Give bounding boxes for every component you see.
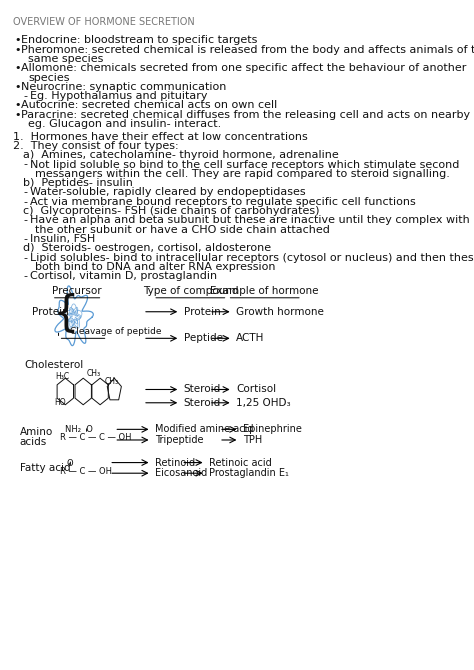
Text: Act via membrane bound receptors to regulate specific cell functions: Act via membrane bound receptors to regu… bbox=[30, 197, 416, 207]
Text: both bind to DNA and alter RNA expression: both bind to DNA and alter RNA expressio… bbox=[35, 262, 275, 272]
Text: Prostaglandin E₁: Prostaglandin E₁ bbox=[209, 468, 289, 478]
Text: same species: same species bbox=[28, 54, 103, 64]
Text: -: - bbox=[23, 253, 27, 263]
Text: H₃C: H₃C bbox=[55, 372, 69, 381]
Text: Autocrine: secreted chemical acts on own cell: Autocrine: secreted chemical acts on own… bbox=[21, 100, 278, 111]
Text: Precursor: Precursor bbox=[52, 287, 102, 297]
Text: R — C — C — OH: R — C — C — OH bbox=[60, 433, 131, 442]
Text: Retinoic acid: Retinoic acid bbox=[209, 458, 272, 468]
Text: •: • bbox=[14, 110, 20, 120]
Text: OVERVIEW OF HORMONE SECRETION: OVERVIEW OF HORMONE SECRETION bbox=[13, 17, 195, 27]
Text: Modified amine acid: Modified amine acid bbox=[155, 424, 254, 434]
Text: CH₃: CH₃ bbox=[87, 369, 100, 378]
Text: Water-soluble, rapidly cleared by endopeptidases: Water-soluble, rapidly cleared by endope… bbox=[30, 188, 305, 198]
Text: -: - bbox=[23, 234, 27, 244]
Text: Lipid solubles- bind to intracellular receptors (cytosol or nucleus) and then th: Lipid solubles- bind to intracellular re… bbox=[30, 253, 474, 263]
Text: •: • bbox=[14, 82, 20, 92]
Text: Peptide: Peptide bbox=[183, 333, 223, 343]
Text: Epinephrine: Epinephrine bbox=[243, 424, 301, 434]
Text: Growth hormone: Growth hormone bbox=[236, 307, 324, 317]
Text: 1,25 OHD₃: 1,25 OHD₃ bbox=[236, 398, 291, 408]
Text: acids: acids bbox=[20, 437, 47, 447]
Text: Cortisol, vitamin D, prostaglandin: Cortisol, vitamin D, prostaglandin bbox=[30, 271, 217, 281]
Text: R — C — OH: R — C — OH bbox=[60, 466, 111, 476]
Text: Retinoid: Retinoid bbox=[155, 458, 195, 468]
Text: eg. Glucagon and insulin- interact.: eg. Glucagon and insulin- interact. bbox=[28, 119, 221, 129]
Text: Eicosanoid: Eicosanoid bbox=[155, 468, 207, 478]
Text: messangers within the cell. They are rapid compared to steroid signalling.: messangers within the cell. They are rap… bbox=[35, 169, 450, 179]
Text: Protein: Protein bbox=[31, 307, 68, 317]
Text: Fatty acid: Fatty acid bbox=[20, 462, 70, 472]
Text: Have an alpha and beta subunit but these are inactive until they complex with: Have an alpha and beta subunit but these… bbox=[30, 215, 470, 225]
Text: -: - bbox=[23, 91, 27, 101]
Text: •: • bbox=[14, 35, 20, 45]
Text: species: species bbox=[28, 72, 70, 82]
Text: Not lipid soluble so bind to the cell surface receptors which stimulate second: Not lipid soluble so bind to the cell su… bbox=[30, 159, 459, 170]
Text: Endocrine: bloodstream to specific targets: Endocrine: bloodstream to specific targe… bbox=[21, 35, 258, 45]
Text: -: - bbox=[23, 188, 27, 198]
Text: 1.  Hormones have their effect at low concentrations: 1. Hormones have their effect at low con… bbox=[13, 132, 308, 141]
Text: Example of hormone: Example of hormone bbox=[210, 287, 319, 297]
Text: Steroid: Steroid bbox=[183, 398, 221, 408]
Text: •: • bbox=[14, 45, 20, 55]
Text: Paracrine: secreted chemical diffuses from the releasing cell and acts on nearby: Paracrine: secreted chemical diffuses fr… bbox=[21, 110, 474, 120]
Text: b)  Peptides- insulin: b) Peptides- insulin bbox=[23, 178, 133, 188]
Text: Insulin, FSH: Insulin, FSH bbox=[30, 234, 95, 244]
Text: ACTH: ACTH bbox=[236, 333, 264, 343]
Text: c)  Glycoproteins- FSH (side chains of carbohydrates): c) Glycoproteins- FSH (side chains of ca… bbox=[23, 206, 319, 216]
Text: Type of compound: Type of compound bbox=[143, 287, 238, 297]
Text: d)  Steroids- oestrogen, cortisol, aldosterone: d) Steroids- oestrogen, cortisol, aldost… bbox=[23, 243, 271, 253]
Text: 2.  They consist of four types:: 2. They consist of four types: bbox=[13, 141, 179, 151]
Text: Steroid: Steroid bbox=[183, 385, 221, 395]
Text: -: - bbox=[23, 159, 27, 170]
Text: Amino: Amino bbox=[20, 427, 53, 437]
Text: Neurocrine: synaptic communication: Neurocrine: synaptic communication bbox=[21, 82, 227, 92]
Text: TPH: TPH bbox=[243, 435, 262, 445]
Text: Pheromone: secreted chemical is released from the body and affects animals of th: Pheromone: secreted chemical is released… bbox=[21, 45, 474, 55]
Text: Cortisol: Cortisol bbox=[236, 385, 276, 395]
Text: NH₂  O: NH₂ O bbox=[65, 425, 93, 433]
Text: O: O bbox=[66, 458, 73, 468]
Text: •: • bbox=[14, 100, 20, 111]
Text: {: { bbox=[53, 293, 79, 336]
Text: -: - bbox=[23, 197, 27, 207]
Text: Tripeptide: Tripeptide bbox=[155, 435, 203, 445]
Text: •: • bbox=[14, 63, 20, 73]
Text: the other subunit or have a CHO side chain attached: the other subunit or have a CHO side cha… bbox=[35, 224, 330, 234]
Text: Cleavage of peptide: Cleavage of peptide bbox=[70, 328, 162, 336]
Text: Allomone: chemicals secreted from one specific affect the behaviour of another: Allomone: chemicals secreted from one sp… bbox=[21, 63, 467, 73]
Text: -: - bbox=[23, 215, 27, 225]
Text: CH₃: CH₃ bbox=[104, 377, 118, 386]
Text: a)  Amines, catecholamine- thyroid hormone, adrenaline: a) Amines, catecholamine- thyroid hormon… bbox=[23, 150, 339, 160]
Text: Eg. Hypothalamus and pituitary: Eg. Hypothalamus and pituitary bbox=[30, 91, 207, 101]
Text: Protein: Protein bbox=[183, 307, 220, 317]
Text: HO: HO bbox=[55, 398, 66, 407]
Text: Cholesterol: Cholesterol bbox=[25, 360, 84, 371]
Text: -: - bbox=[23, 271, 27, 281]
